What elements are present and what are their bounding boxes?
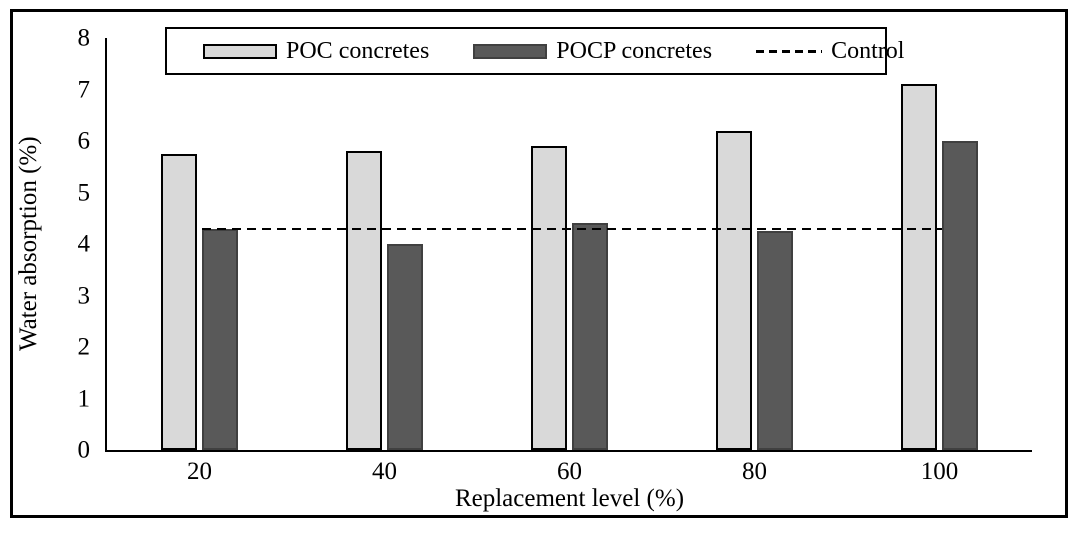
bar-pocp-40 bbox=[387, 244, 423, 450]
y-axis-ticks: 0 1 2 3 4 5 6 7 8 bbox=[48, 26, 91, 463]
control-line bbox=[202, 227, 942, 230]
legend-label-control: Control bbox=[831, 37, 905, 64]
bar-poc-100 bbox=[901, 84, 937, 450]
y-tick-label-4: 4 bbox=[77, 230, 91, 258]
y-tick-label-7: 7 bbox=[77, 76, 91, 103]
bar-pocp-100 bbox=[942, 141, 978, 450]
y-tick-label-0: 0 bbox=[77, 436, 91, 464]
legend-item-pocp: POCP concretes bbox=[473, 38, 712, 65]
y-axis-title: Water absorption (%) bbox=[15, 136, 42, 352]
plot-area bbox=[105, 38, 1032, 452]
x-tick-label-20: 20 bbox=[187, 458, 212, 485]
x-tick-label-40: 40 bbox=[372, 458, 397, 485]
legend-label-pocp: POCP concretes bbox=[556, 37, 713, 64]
legend-item-poc: POC concretes bbox=[203, 38, 429, 65]
legend: POC concretes POCP concretes Control bbox=[165, 27, 904, 75]
legend-label-poc: POC concretes bbox=[286, 37, 430, 64]
bar-poc-80 bbox=[716, 130, 752, 450]
bar-pocp-20 bbox=[202, 228, 238, 450]
bars-layer bbox=[107, 38, 1032, 450]
x-tick-label-100: 100 bbox=[920, 458, 959, 485]
y-tick-label-8: 8 bbox=[77, 24, 91, 52]
y-tick-label-2: 2 bbox=[77, 333, 91, 361]
legend-item-control: Control bbox=[756, 38, 904, 65]
y-tick-label-5: 5 bbox=[77, 179, 91, 206]
bar-pocp-60 bbox=[572, 223, 608, 450]
bar-pocp-80 bbox=[757, 231, 793, 450]
bar-poc-60 bbox=[531, 146, 567, 450]
pocp-swatch-icon bbox=[473, 43, 548, 59]
x-axis-ticks: 20 40 60 80 100 bbox=[107, 459, 1032, 485]
y-tick-label-1: 1 bbox=[77, 385, 91, 412]
x-tick-label-60: 60 bbox=[557, 458, 582, 485]
x-tick-label-80: 80 bbox=[742, 458, 767, 485]
y-tick-label-3: 3 bbox=[77, 282, 91, 309]
poc-swatch-icon bbox=[203, 43, 277, 59]
y-tick-label-6: 6 bbox=[77, 127, 91, 155]
bar-poc-40 bbox=[346, 151, 382, 450]
bar-poc-20 bbox=[161, 153, 197, 450]
x-axis-title: Replacement level (%) bbox=[454, 485, 685, 512]
dashed-line-icon bbox=[756, 49, 823, 53]
